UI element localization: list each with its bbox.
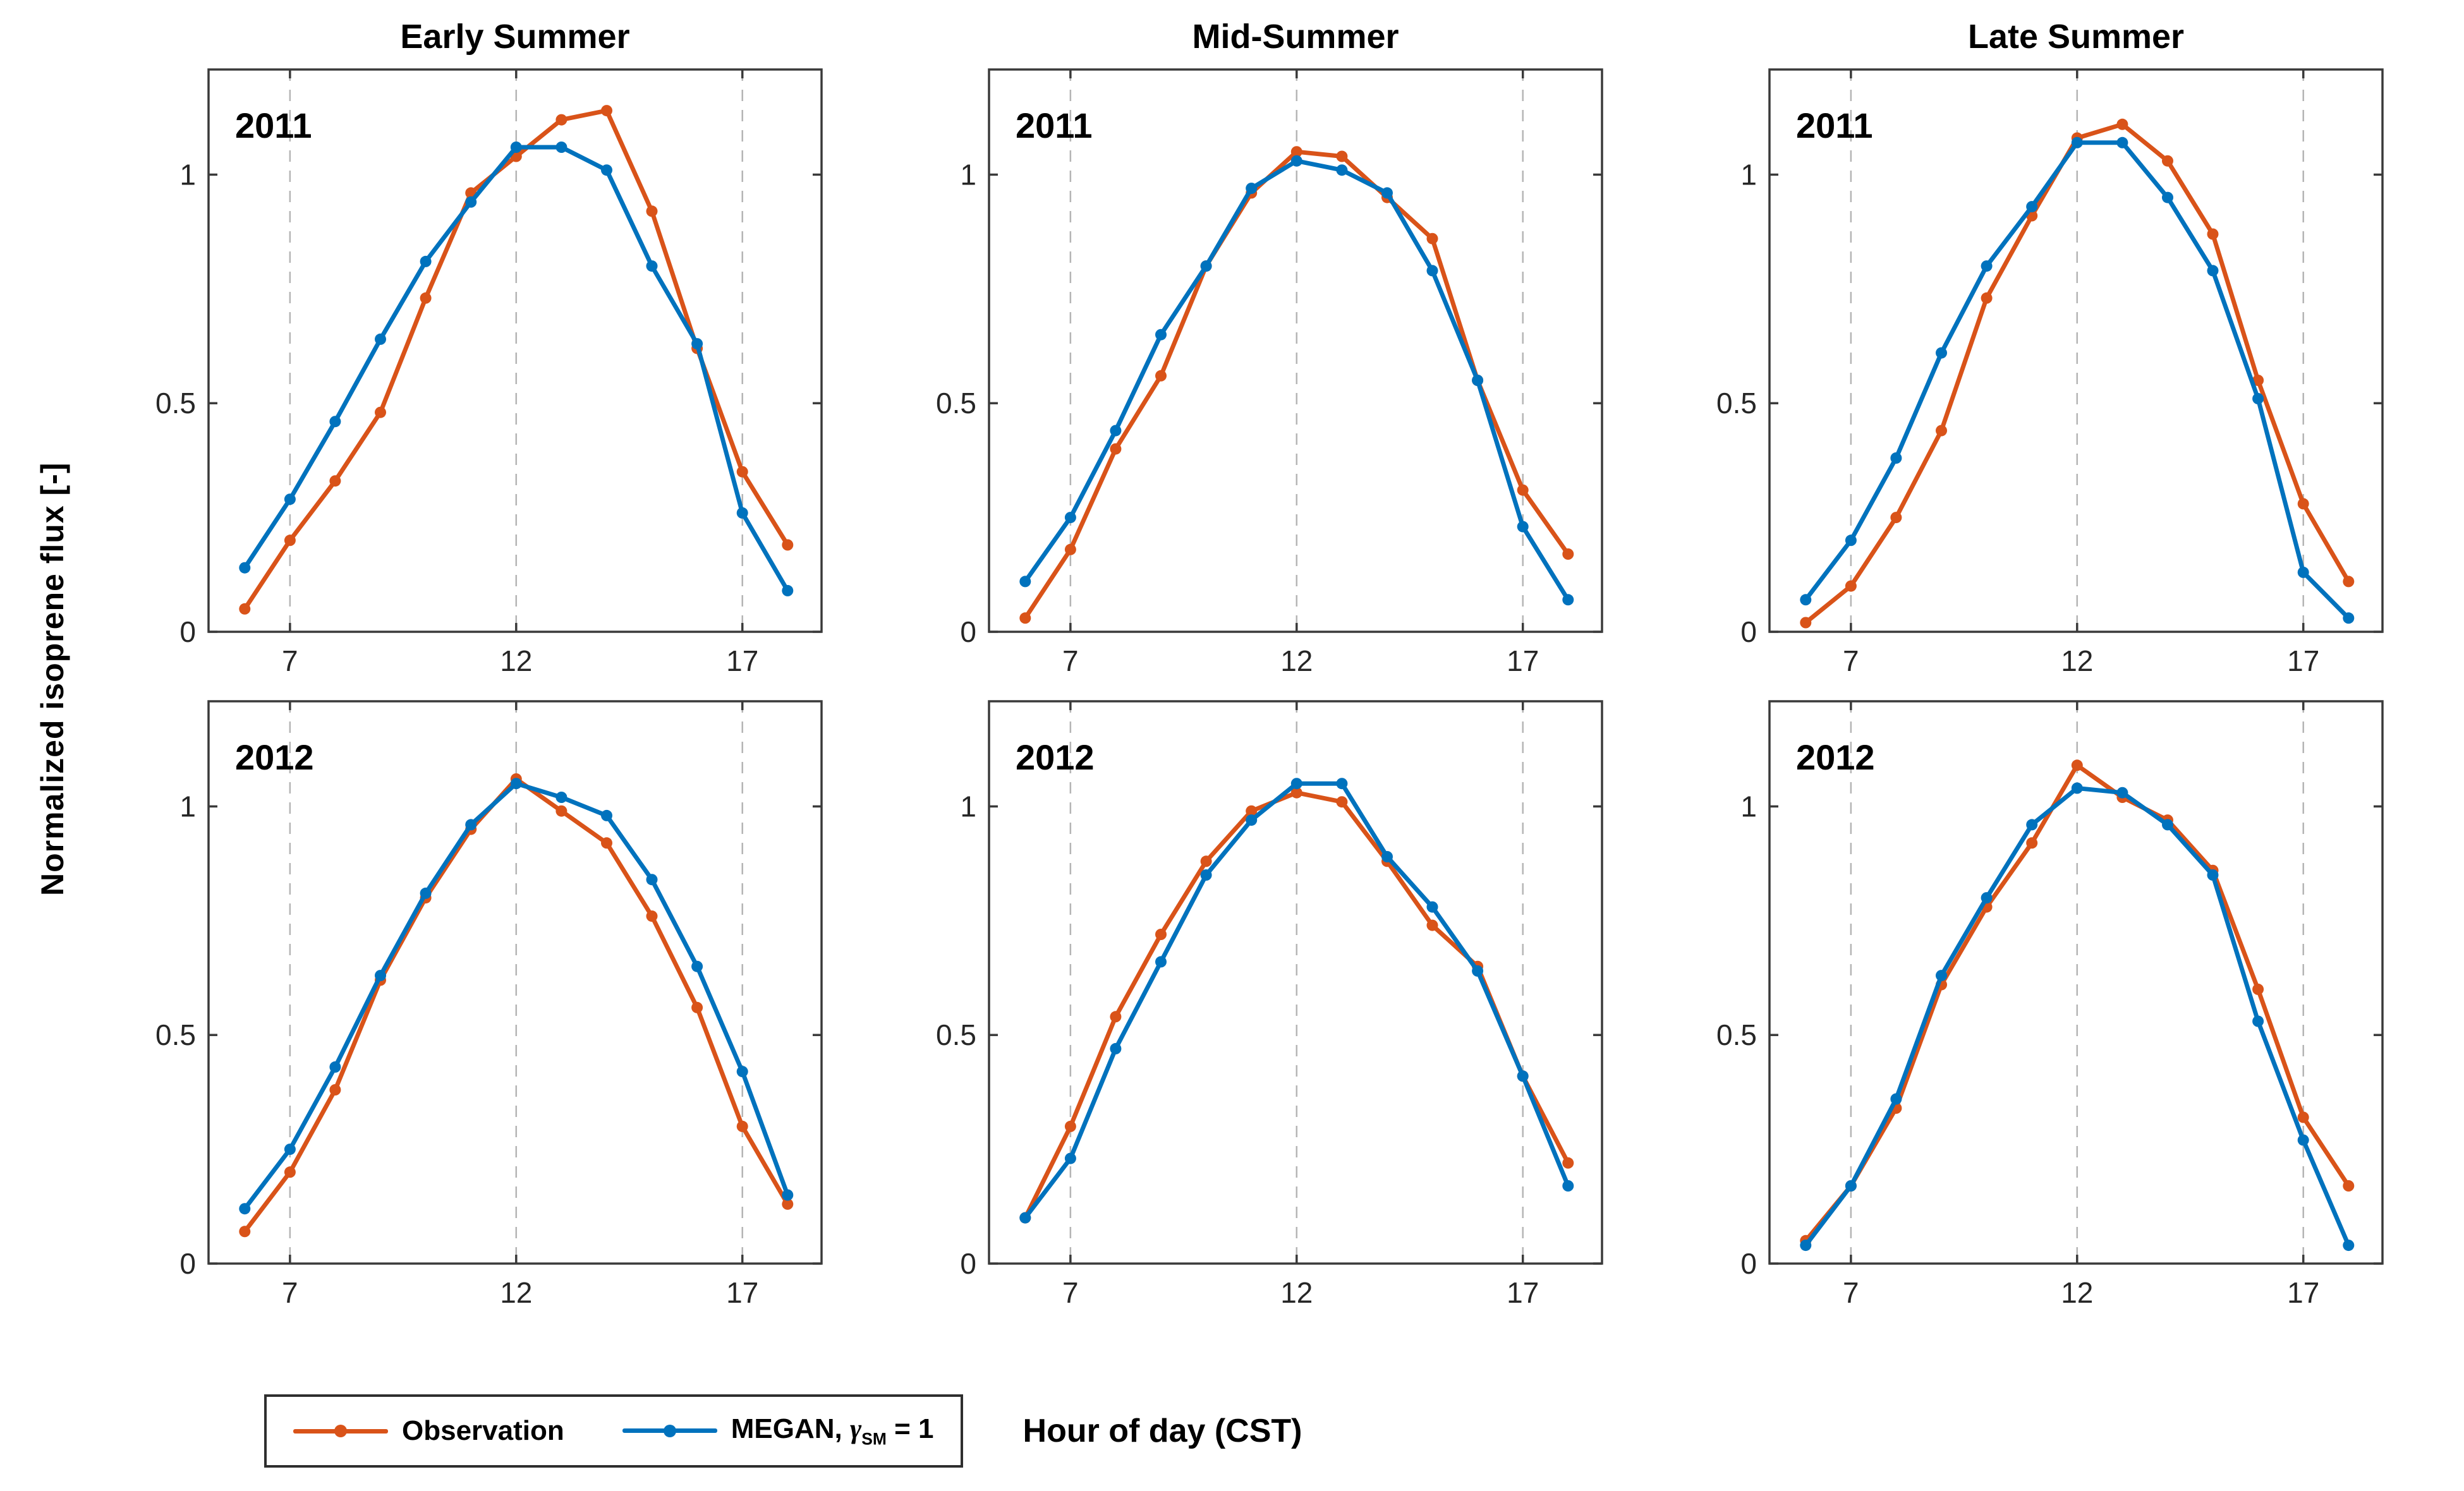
chart-early-summer-2012: 7 12 17 0 0.5 1 2012 [155,700,823,1309]
column-title-early-summer: Early Summer [400,18,630,56]
svg-text:0: 0 [1740,615,1757,648]
panel-grid: Early Summer Mid-Summer Late Summer 7 12 1… [95,0,2401,1324]
svg-text:1: 1 [960,158,976,191]
svg-text:0: 0 [179,1247,196,1280]
svg-text:17: 17 [726,644,758,677]
svg-text:12: 12 [1280,644,1313,677]
svg-text:2011: 2011 [235,106,312,145]
panel-early-summer-2012: 7 12 17 0 0.5 1 2012 [95,692,841,1324]
svg-text:0.5: 0.5 [1716,1018,1757,1051]
legend: Observation MEGAN, γSM = 1 [264,1394,963,1468]
footer: Observation MEGAN, γSM = 1 Hour of day (… [95,1387,2439,1475]
svg-text:17: 17 [726,1276,758,1309]
svg-text:1: 1 [1740,790,1757,823]
svg-text:0.5: 0.5 [936,387,976,420]
panel-mid-summer-2011: 7 12 17 0 0.5 1 2011 [875,60,1621,692]
megan-line-sample [622,1424,717,1437]
svg-text:2012: 2012 [1796,737,1875,777]
legend-item-observation: Observation [293,1415,564,1447]
svg-text:1: 1 [179,790,196,823]
panel-late-summer-2011: 7 12 17 0 0.5 1 2011 [1656,60,2401,692]
svg-text:7: 7 [1062,644,1079,677]
column-title-late-summer: Late Summer [1967,18,2185,56]
svg-text:7: 7 [1843,644,1859,677]
svg-text:17: 17 [2287,644,2319,677]
svg-text:1: 1 [179,158,196,191]
svg-text:17: 17 [1507,644,1539,677]
svg-text:0.5: 0.5 [155,1018,196,1051]
svg-text:7: 7 [282,644,298,677]
panel-mid-summer-2012: 7 12 17 0 0.5 1 2012 [875,692,1621,1324]
svg-text:7: 7 [1062,1276,1079,1309]
svg-text:0: 0 [960,1247,976,1280]
panel-late-summer-2012: 7 12 17 0 0.5 1 2012 [1656,692,2401,1324]
svg-text:0.5: 0.5 [155,387,196,420]
svg-text:17: 17 [2287,1276,2319,1309]
panel-early-summer-2011: 7 12 17 0 0.5 1 2011 [95,60,841,692]
svg-text:7: 7 [282,1276,298,1309]
svg-text:17: 17 [1507,1276,1539,1309]
svg-text:12: 12 [1280,1276,1313,1309]
svg-text:2012: 2012 [1016,737,1095,777]
svg-text:2012: 2012 [235,737,314,777]
legend-item-megan: MEGAN, γSM = 1 [622,1413,934,1449]
chart-late-summer-2011: 7 12 17 0 0.5 1 2011 [1716,68,2384,677]
svg-text:0.5: 0.5 [936,1018,976,1051]
svg-text:7: 7 [1843,1276,1859,1309]
svg-text:0: 0 [179,615,196,648]
chart-late-summer-2012: 7 12 17 0 0.5 1 2012 [1716,700,2384,1309]
svg-text:0: 0 [1740,1247,1757,1280]
svg-text:12: 12 [500,644,532,677]
svg-text:0: 0 [960,615,976,648]
svg-text:1: 1 [1740,158,1757,191]
chart-mid-summer-2012: 7 12 17 0 0.5 1 2012 [936,700,1603,1309]
svg-text:12: 12 [2061,644,2093,677]
svg-text:2011: 2011 [1016,106,1093,145]
legend-label-observation: Observation [402,1415,564,1446]
y-axis-label: Normalized isoprene flux [-] [35,462,70,896]
chart-early-summer-2011: 7 12 17 0 0.5 1 2011 [155,68,823,677]
gamma-symbol: γ [849,1413,862,1445]
svg-text:0.5: 0.5 [1716,387,1757,420]
svg-text:1: 1 [960,790,976,823]
observation-line-sample [293,1425,388,1437]
svg-text:12: 12 [2061,1276,2093,1309]
x-axis-label: Hour of day (CST) [1023,1413,1302,1449]
svg-text:2011: 2011 [1796,106,1873,145]
legend-label-megan: MEGAN, γSM = 1 [731,1413,934,1449]
chart-mid-summer-2011: 7 12 17 0 0.5 1 2011 [936,68,1603,677]
svg-text:12: 12 [500,1276,532,1309]
column-title-mid-summer: Mid-Summer [1192,18,1399,56]
